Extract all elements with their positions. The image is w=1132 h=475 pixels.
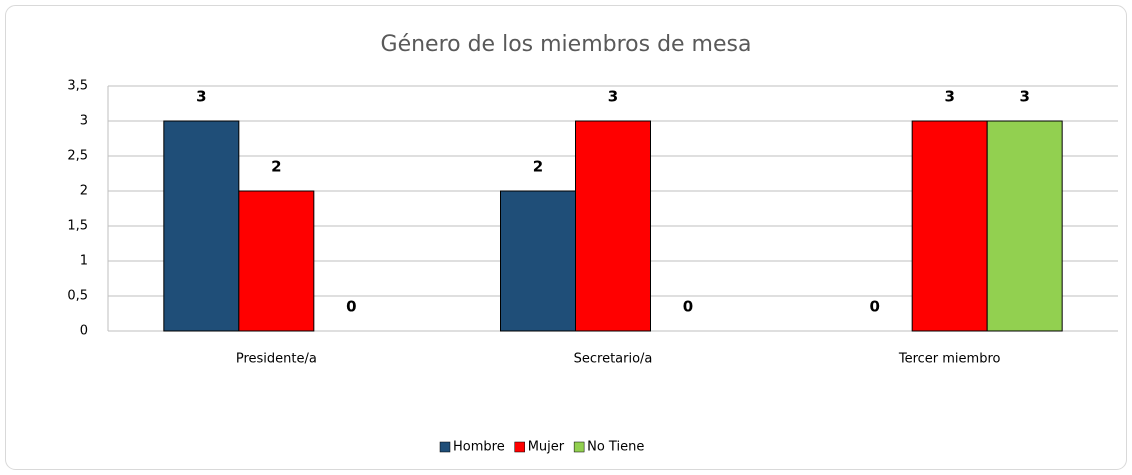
y-tick-label: 0 xyxy=(80,324,88,339)
x-tick-label: Secretario/a xyxy=(574,352,653,367)
bar xyxy=(986,120,1063,332)
bar xyxy=(163,120,240,332)
y-tick-label: 3 xyxy=(80,114,88,129)
y-tick-label: 1,5 xyxy=(67,219,88,234)
value-label: 3 xyxy=(1019,88,1029,106)
x-tick-label: Tercer miembro xyxy=(898,352,1001,367)
x-tick-label: Presidente/a xyxy=(236,352,317,367)
y-tick-label: 3,5 xyxy=(67,79,88,94)
legend-swatch xyxy=(439,441,451,453)
value-label: 0 xyxy=(346,298,356,316)
value-label: 2 xyxy=(271,158,281,176)
bar xyxy=(238,190,315,332)
value-label: 0 xyxy=(869,298,879,316)
legend-label: Mujer xyxy=(528,440,565,455)
value-label: 2 xyxy=(533,158,543,176)
legend-label: No Tiene xyxy=(587,440,644,455)
y-tick-label: 0,5 xyxy=(67,289,88,304)
legend-label: Hombre xyxy=(453,440,505,455)
chart-title: Género de los miembros de mesa xyxy=(381,32,752,57)
legend-swatch xyxy=(514,441,525,453)
bar xyxy=(575,120,651,332)
value-label: 0 xyxy=(683,298,693,316)
bar xyxy=(911,120,988,332)
value-label: 3 xyxy=(944,88,954,106)
legend-swatch xyxy=(573,441,585,453)
value-label: 3 xyxy=(608,88,618,106)
bar xyxy=(500,190,576,332)
y-tick-label: 1 xyxy=(80,254,88,269)
y-tick-label: 2 xyxy=(80,184,88,199)
y-tick-label: 2,5 xyxy=(67,149,88,164)
value-label: 3 xyxy=(196,88,206,106)
